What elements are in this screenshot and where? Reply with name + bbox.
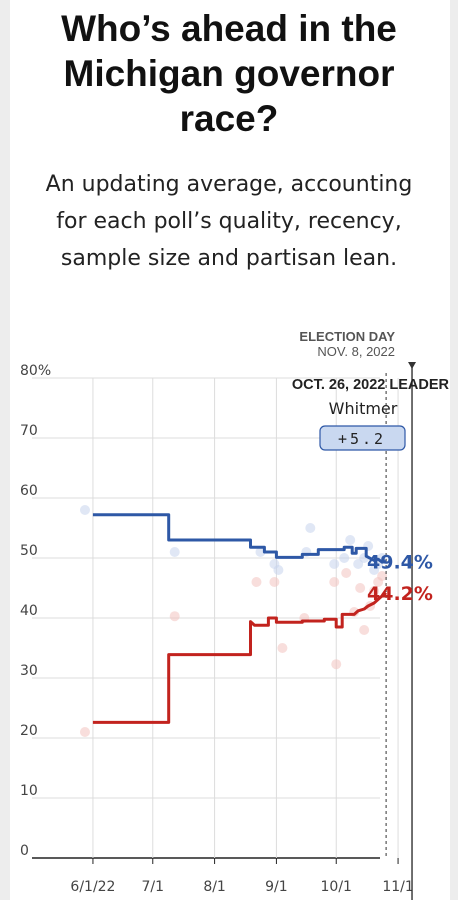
left-frame xyxy=(0,0,10,900)
poll-dot-whitmer xyxy=(339,553,350,563)
x-tick-label: 11/1 xyxy=(382,879,413,895)
poll-dot-dixon xyxy=(251,577,262,587)
poll-dot-whitmer xyxy=(305,523,316,533)
headline: Who’s ahead in the Michigan governor rac… xyxy=(61,8,397,139)
poll-dot-whitmer xyxy=(329,559,340,569)
y-tick-label: 50 xyxy=(20,543,38,559)
x-tick-label: 7/1 xyxy=(142,879,165,895)
election-day-marker xyxy=(408,362,417,369)
x-tick-label: 6/1/22 xyxy=(70,879,115,895)
whitmer-line xyxy=(92,513,387,564)
poll-dot-dixon xyxy=(269,577,280,587)
poll-dot-dixon xyxy=(331,659,342,670)
leader-margin: +5.2 xyxy=(338,430,386,448)
y-tick-label: 0 xyxy=(20,843,29,859)
poll-dot-dixon xyxy=(355,583,366,593)
election-day-label: ELECTION DAY xyxy=(299,329,395,344)
leader-box-title: OCT. 26, 2022 LEADER xyxy=(292,377,450,393)
dixon-line xyxy=(92,591,388,724)
right-frame xyxy=(450,0,458,900)
dixon-end-label: 44.2% xyxy=(367,583,433,605)
poll-dot-dixon xyxy=(169,611,180,622)
y-tick-label: 60 xyxy=(20,483,38,499)
poll-dot-whitmer xyxy=(169,547,180,557)
x-tick-label: 8/1 xyxy=(203,879,226,895)
y-tick-label: 30 xyxy=(20,663,38,679)
leader-margin-box xyxy=(319,425,406,451)
x-tick-label: 9/1 xyxy=(265,879,288,895)
poll-dot-dixon xyxy=(369,586,380,596)
poll-dot-dixon xyxy=(277,643,288,653)
y-tick-label: 80% xyxy=(20,363,51,379)
subtitle: An updating average, accounting for each… xyxy=(45,172,413,271)
poll-dot-whitmer xyxy=(79,505,90,515)
whitmer-end-label: 49.4% xyxy=(367,552,433,574)
y-tick-label: 40 xyxy=(20,603,38,619)
poll-dot-dixon xyxy=(79,727,90,737)
poll-dot-dixon xyxy=(359,625,370,635)
poll-dot-whitmer xyxy=(273,565,284,575)
x-tick-label: 10/1 xyxy=(321,879,352,895)
poll-dot-dixon xyxy=(329,577,340,587)
poll-dot-whitmer xyxy=(345,535,356,545)
y-tick-label: 10 xyxy=(20,783,38,799)
poll-dot-dixon xyxy=(341,568,352,578)
y-tick-label: 20 xyxy=(20,723,38,739)
poll-dot-dixon xyxy=(377,571,388,581)
leader-name: Whitmer xyxy=(329,399,398,418)
y-tick-label: 70 xyxy=(20,423,38,439)
election-day-date: NOV. 8, 2022 xyxy=(317,344,395,359)
